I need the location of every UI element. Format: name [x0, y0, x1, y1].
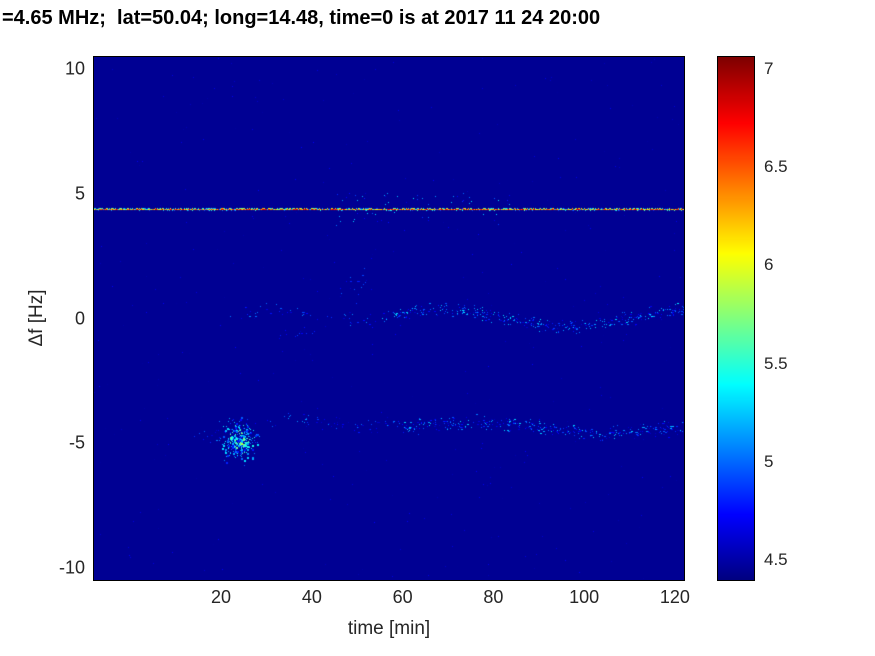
colorbar-tick-label: 7 [764, 58, 774, 78]
colorbar-tick-label: 4.5 [764, 550, 788, 570]
x-tick-label: 60 [392, 587, 413, 607]
y-tick-label: 0 [74, 308, 85, 328]
colorbar-tick-label: 6 [764, 255, 774, 275]
spectrogram-heatmap [94, 57, 684, 580]
y-tick-label: -5 [68, 432, 85, 453]
x-tick-label: 20 [211, 587, 232, 607]
plot-area [93, 56, 685, 581]
x-axis-label: time [min] [347, 618, 431, 639]
y-tick-label: -10 [58, 557, 85, 578]
x-tick-label: 100 [569, 587, 600, 607]
colorbar-tick-label: 6.5 [764, 157, 788, 177]
colorbar [717, 56, 755, 581]
y-axis-label: Δf [Hz] [26, 289, 47, 347]
chart-title: =4.65 MHz; lat=50.04; long=14.48, time=0… [2, 7, 601, 29]
x-tick-label: 80 [483, 587, 504, 607]
x-tick-label: 40 [301, 587, 322, 607]
x-tick-label: 120 [659, 587, 690, 607]
colorbar-tick-label: 5 [764, 452, 774, 472]
y-tick-label: 10 [64, 58, 85, 79]
y-tick-label: 5 [74, 183, 85, 204]
colorbar-tick-label: 5.5 [764, 353, 788, 373]
colorbar-gradient [718, 57, 754, 580]
